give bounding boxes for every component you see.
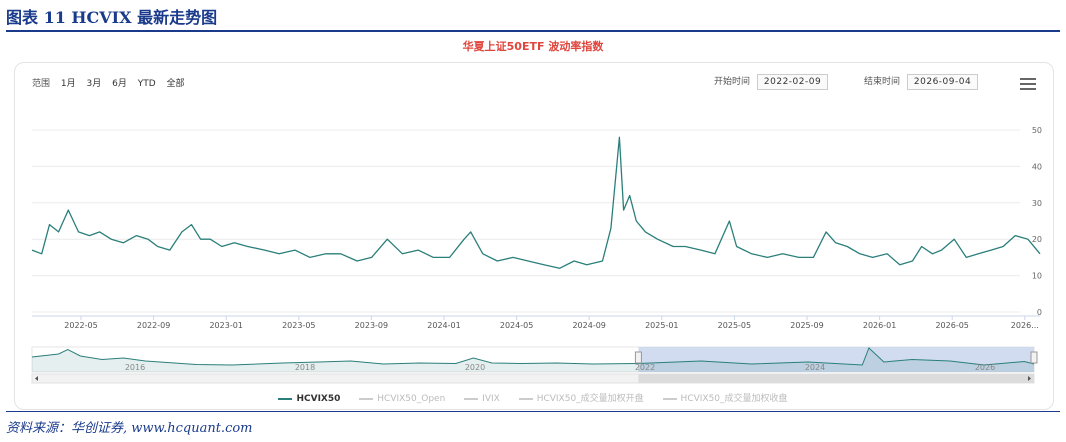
start-date-label: 开始时间 (714, 77, 751, 87)
x-tick-label: 2023-05 (282, 321, 315, 330)
x-tick-label: 2026... (1011, 321, 1039, 330)
x-tick-label: 2025-09 (790, 321, 823, 330)
legend-swatch (662, 397, 677, 400)
chart-title: 华夏上证50ETF 波动率指数 (462, 40, 604, 53)
x-tick-label: 2025-01 (645, 321, 678, 330)
x-tick-label: 2024-05 (500, 321, 533, 330)
navigator-year-label: 2018 (295, 363, 315, 372)
legend-item-vol-weighted-close[interactable]: HCVIX50_成交量加权收盘 (662, 391, 788, 404)
legend-label: HCVIX50_成交量加权收盘 (680, 394, 788, 404)
navigator-handle-left[interactable] (634, 351, 642, 364)
end-date-group: 结束时间 2026-09-04 (864, 74, 979, 90)
y-tick-label: 50 (1032, 126, 1042, 135)
end-date-input[interactable]: 2026-09-04 (906, 74, 979, 90)
y-tick-label: 10 (1032, 272, 1042, 281)
start-date-group: 开始时间 2022-02-09 (714, 74, 829, 90)
navigator-area (32, 348, 1034, 372)
x-tick-label: 2023-01 (209, 321, 242, 330)
range-button-3m[interactable]: 3月 (86, 79, 102, 89)
x-tick-label: 2026-01 (863, 321, 896, 330)
x-tick-label: 2026-05 (935, 321, 968, 330)
navigator-line (31, 347, 1035, 366)
range-button-all[interactable]: 全部 (166, 79, 185, 89)
legend-label: HCVIX50 (296, 394, 341, 404)
navigator-year-label: 2026 (975, 363, 995, 372)
legend: HCVIX50 HCVIX50_Open IVIX HCVIX50_成交量加权开… (0, 391, 1066, 404)
x-tick-label: 2025-05 (718, 321, 751, 330)
x-tick-label: 2022-05 (64, 321, 97, 330)
legend-item-vol-weighted-open[interactable]: HCVIX50_成交量加权开盘 (518, 391, 644, 404)
range-label: 范围 (32, 79, 51, 89)
y-tick-label: 0 (1037, 308, 1042, 317)
source-note: 资料来源：华创证券, www.hcquant.com (6, 421, 253, 436)
navigator-year-label: 2016 (125, 363, 145, 372)
y-tick-label: 20 (1032, 235, 1042, 244)
x-tick-label: 2022-09 (137, 321, 170, 330)
legend-label: HCVIX50_Open (377, 394, 446, 404)
scrollbar-thumb[interactable] (638, 374, 1034, 383)
scroll-left-arrow-icon[interactable] (35, 376, 38, 381)
start-date-input[interactable]: 2022-02-09 (756, 74, 829, 90)
bottom-rule (6, 411, 1060, 412)
legend-item-hcvix50-open[interactable]: HCVIX50_Open (359, 394, 445, 404)
legend-swatch (464, 397, 479, 400)
navigator-selection[interactable] (638, 347, 1034, 372)
y-tick-label: 30 (1032, 199, 1042, 208)
navigator-year-label: 2024 (805, 363, 825, 372)
legend-item-ivix[interactable]: IVIX (464, 394, 500, 404)
legend-item-hcvix50[interactable]: HCVIX50 (278, 394, 340, 404)
navigator-handle-right[interactable] (1030, 351, 1038, 364)
legend-swatch (518, 397, 533, 400)
legend-label: IVIX (482, 394, 500, 404)
navigator-year-label: 2020 (465, 363, 485, 372)
legend-swatch (359, 397, 374, 400)
range-button-6m[interactable]: 6月 (112, 79, 127, 89)
top-rule (6, 30, 1060, 32)
legend-swatch (278, 397, 293, 400)
range-selector: 范围 1月 3月 6月 YTD 全部 (32, 76, 193, 89)
range-button-ytd[interactable]: YTD (137, 79, 156, 89)
end-date-label: 结束时间 (864, 77, 901, 87)
series-line-hcvix50 (31, 136, 1041, 269)
scroll-right-arrow-icon[interactable] (1028, 376, 1031, 381)
x-tick-label: 2023-09 (355, 321, 388, 330)
legend-label: HCVIX50_成交量加权开盘 (536, 394, 644, 404)
hamburger-menu-icon[interactable] (1020, 78, 1036, 90)
x-tick-label: 2024-01 (427, 321, 460, 330)
y-tick-label: 40 (1032, 162, 1042, 171)
navigator-year-label: 2022 (635, 363, 655, 372)
x-tick-label: 2024-09 (572, 321, 605, 330)
figure-title: 图表 11 HCVIX 最新走势图 (6, 8, 218, 27)
range-button-1m[interactable]: 1月 (60, 79, 76, 89)
